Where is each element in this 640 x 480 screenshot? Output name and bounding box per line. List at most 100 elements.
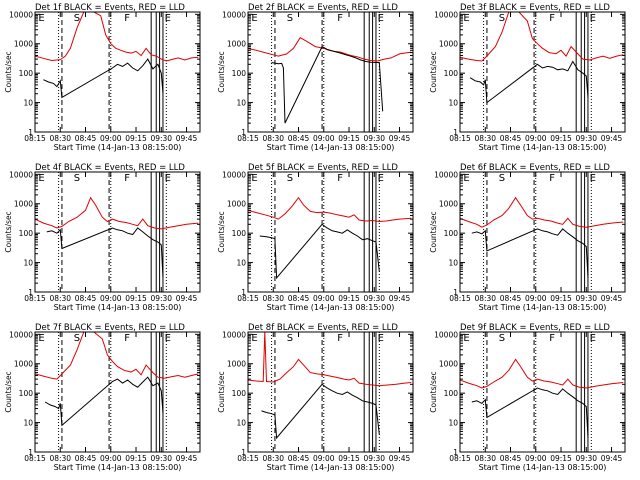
x-tick-label: 08:30 xyxy=(474,454,496,463)
x-tick-label: 09:00 xyxy=(100,134,122,143)
x-tick-label: 09:30 xyxy=(575,454,597,463)
panel-title: Det 6f BLACK = Events, RED = LLD xyxy=(460,163,610,173)
y-tick-label: 100 xyxy=(444,389,459,398)
x-tick-label: 08:45 xyxy=(288,294,310,303)
x-axis-label: Start Time (14-Jan-13 08:15:00) xyxy=(54,303,182,312)
y-axis-label: Counts/sec xyxy=(429,211,438,252)
series-lld-line xyxy=(460,12,624,62)
y-axis-label: Counts/sec xyxy=(4,211,13,252)
y-tick-label: 10 xyxy=(236,259,246,268)
marker-label: S xyxy=(287,173,293,184)
x-axis-label: Start Time (14-Jan-13 08:15:00) xyxy=(479,463,607,472)
y-tick-label: 10000 xyxy=(434,330,458,339)
y-tick-label: 1 xyxy=(241,128,246,137)
x-tick-label: 09:00 xyxy=(313,134,335,143)
y-tick-label: 100 xyxy=(19,229,34,238)
y-tick-label: 100 xyxy=(444,69,459,78)
y-tick-label: 10 xyxy=(448,99,458,108)
marker-label: E xyxy=(590,333,596,344)
x-tick-label: 09:45 xyxy=(176,294,198,303)
series-events-line xyxy=(469,60,589,104)
series-lld-line xyxy=(35,12,199,62)
x-tick-label: 08:30 xyxy=(49,454,71,463)
x-tick-label: 08:30 xyxy=(49,134,71,143)
y-tick-label: 1000 xyxy=(14,360,33,369)
x-tick-label: 09:00 xyxy=(525,454,547,463)
series-lld-line xyxy=(35,196,199,230)
x-tick-label: 08:30 xyxy=(262,134,284,143)
y-tick-label: 1 xyxy=(241,448,246,457)
panel-title: Det 3f BLACK = Events, RED = LLD xyxy=(460,3,610,13)
x-tick-label: 08:45 xyxy=(500,294,522,303)
marker-label: S xyxy=(287,13,293,24)
y-axis-label: Counts/sec xyxy=(4,51,13,92)
x-tick-label: 08:30 xyxy=(474,134,496,143)
x-tick-label: 08:15 xyxy=(24,294,46,303)
x-axis-label: Start Time (14-Jan-13 08:15:00) xyxy=(267,303,395,312)
marker-label: F xyxy=(124,173,130,184)
y-tick-label: 10 xyxy=(23,99,33,108)
y-tick-label: 10 xyxy=(23,419,33,428)
marker-label: S xyxy=(74,173,80,184)
x-tick-label: 08:15 xyxy=(24,454,46,463)
plot-frame xyxy=(459,331,626,453)
plot-frame xyxy=(247,331,414,453)
plot-frame xyxy=(247,11,414,133)
x-axis-label: Start Time (14-Jan-13 08:15:00) xyxy=(54,143,182,152)
x-tick-label: 09:30 xyxy=(363,454,385,463)
y-axis-label: Counts/sec xyxy=(217,211,226,252)
x-tick-label: 09:30 xyxy=(575,134,597,143)
x-tick-label: 08:30 xyxy=(262,294,284,303)
y-tick-label: 100 xyxy=(232,389,247,398)
panel-title: Det 4f BLACK = Events, RED = LLD xyxy=(35,163,185,173)
x-tick-label: 09:15 xyxy=(125,294,147,303)
panel-title: Det 2f BLACK = Events, RED = LLD xyxy=(248,3,398,13)
y-tick-label: 10 xyxy=(448,259,458,268)
marker-label: E xyxy=(590,13,596,24)
marker-label: F xyxy=(549,13,555,24)
y-tick-label: 10000 xyxy=(222,170,246,179)
marker-label: E xyxy=(251,13,257,24)
marker-label: E xyxy=(378,13,384,24)
x-tick-label: 08:45 xyxy=(288,134,310,143)
marker-label: E xyxy=(590,173,596,184)
y-tick-label: 1000 xyxy=(227,360,246,369)
marker-label: E xyxy=(378,333,384,344)
series-events-line xyxy=(471,387,589,439)
y-tick-label: 100 xyxy=(232,229,247,238)
panel-title: Det 5f BLACK = Events, RED = LLD xyxy=(248,163,398,173)
x-tick-label: 09:45 xyxy=(601,294,623,303)
x-tick-label: 09:30 xyxy=(575,294,597,303)
series-events-line xyxy=(471,228,589,279)
marker-label: F xyxy=(337,333,343,344)
panel-title: Det 8f BLACK = Events, RED = LLD xyxy=(248,323,398,333)
x-tick-label: 09:30 xyxy=(363,134,385,143)
marker-label: E xyxy=(463,333,469,344)
x-tick-label: 08:30 xyxy=(474,294,496,303)
x-tick-label: 08:15 xyxy=(237,454,259,463)
marker-label: F xyxy=(337,173,343,184)
marker-label: E xyxy=(463,13,469,24)
x-tick-label: 08:45 xyxy=(75,294,97,303)
marker-label: E xyxy=(38,173,44,184)
marker-label: S xyxy=(499,333,505,344)
series-events-line xyxy=(44,376,164,427)
y-axis-label: Counts/sec xyxy=(4,371,13,412)
x-tick-label: 09:45 xyxy=(389,134,411,143)
x-tick-label: 08:30 xyxy=(49,294,71,303)
x-tick-label: 08:45 xyxy=(500,134,522,143)
x-tick-label: 09:45 xyxy=(389,454,411,463)
y-tick-label: 1000 xyxy=(439,40,458,49)
marker-label: S xyxy=(287,333,293,344)
y-tick-label: 10000 xyxy=(222,330,246,339)
x-tick-label: 09:00 xyxy=(313,294,335,303)
x-axis-label: Start Time (14-Jan-13 08:15:00) xyxy=(267,463,395,472)
x-tick-label: 09:45 xyxy=(176,454,198,463)
x-tick-label: 09:30 xyxy=(150,134,172,143)
x-tick-label: 08:15 xyxy=(449,134,471,143)
